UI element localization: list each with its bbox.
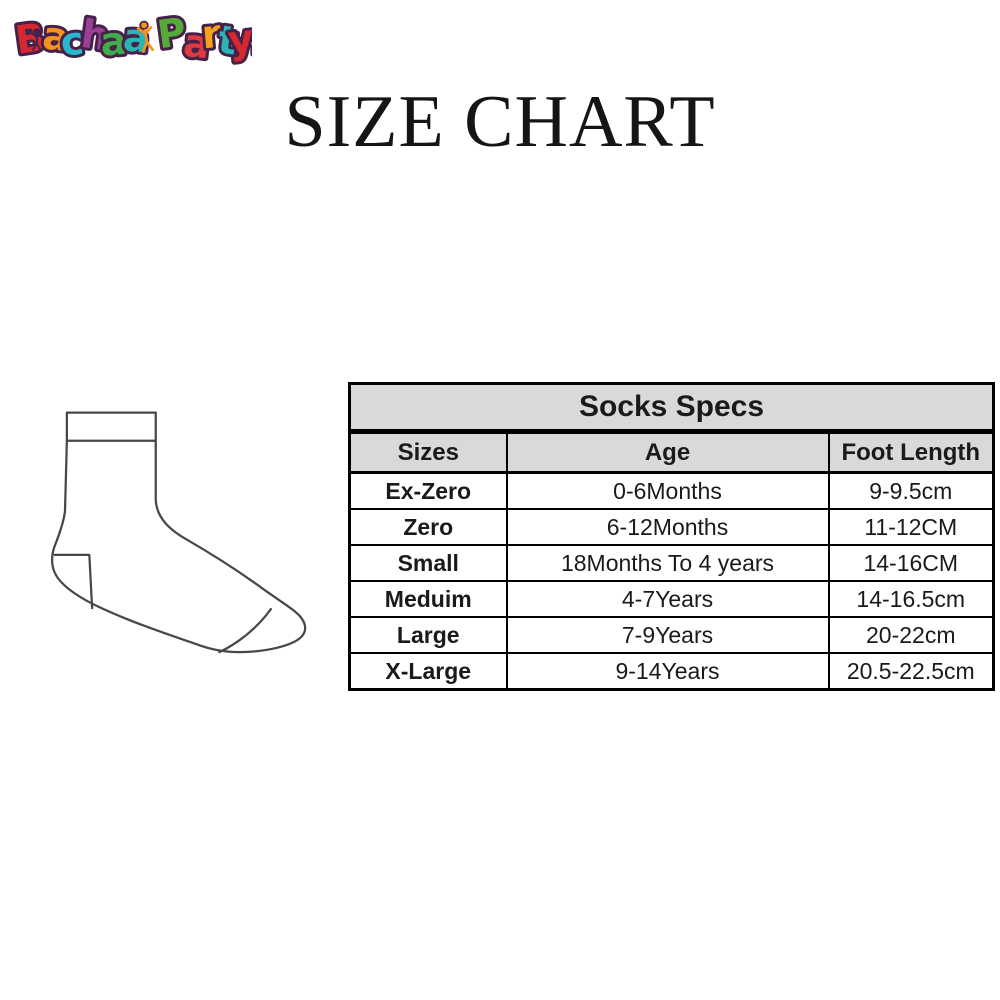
- table-title: Socks Specs: [348, 382, 995, 434]
- age-cell: 0-6Months: [505, 471, 830, 510]
- column-header-foot-length: Foot Length: [827, 430, 995, 474]
- sock-toe-line: [218, 607, 272, 654]
- size-cell: Large: [348, 616, 508, 654]
- page-title: SIZE CHART: [284, 81, 716, 163]
- table-header-row: Sizes Age Foot Length: [348, 430, 995, 474]
- foot-length-cell: 14-16.5cm: [827, 580, 995, 618]
- age-cell: 7-9Years: [505, 616, 830, 654]
- logo-letter-y: y: [226, 17, 252, 64]
- foot-length-cell: 14-16CM: [827, 544, 995, 582]
- table-row-medium: Meduim 4-7Years 14-16.5cm: [348, 580, 995, 618]
- table-row-large: Large 7-9Years 20-22cm: [348, 616, 995, 654]
- logo-letter-p: P: [155, 10, 188, 58]
- age-cell: 18Months To 4 years: [505, 544, 830, 582]
- foot-length-cell: 20.5-22.5cm: [827, 652, 995, 691]
- sock-heel-line: [53, 553, 94, 610]
- logo-period-dot: .: [249, 19, 252, 64]
- size-cell: Meduim: [348, 580, 508, 618]
- sock-outline-path: [51, 411, 307, 654]
- foot-length-cell: 20-22cm: [827, 616, 995, 654]
- table-title-row: Socks Specs: [348, 382, 995, 434]
- table-row-x-large: X-Large 9-14Years 20.5-22.5cm: [348, 652, 995, 691]
- column-header-sizes: Sizes: [348, 430, 508, 474]
- age-cell: 9-14Years: [505, 652, 830, 691]
- age-cell: 6-12Months: [505, 508, 830, 546]
- size-cell: Small: [348, 544, 508, 582]
- foot-length-cell: 9-9.5cm: [827, 471, 995, 510]
- kid-figure-icon: [136, 20, 154, 53]
- size-table: Socks Specs Sizes Age Foot Length Ex-Zer…: [348, 382, 996, 691]
- sock-illustration: [51, 411, 307, 654]
- table-row-small: Small 18Months To 4 years 14-16CM: [348, 544, 995, 582]
- age-cell: 4-7Years: [505, 580, 830, 618]
- table-row-ex-zero: Ex-Zero 0-6Months 9-9.5cm: [348, 471, 995, 510]
- column-header-age: Age: [505, 430, 830, 474]
- table-row-zero: Zero 6-12Months 11-12CM: [348, 508, 995, 546]
- size-cell: Ex-Zero: [348, 471, 508, 510]
- kid-silhouette-icon: [31, 28, 43, 51]
- foot-length-cell: 11-12CM: [827, 508, 995, 546]
- size-cell: Zero: [348, 508, 508, 546]
- size-cell: X-Large: [348, 652, 508, 691]
